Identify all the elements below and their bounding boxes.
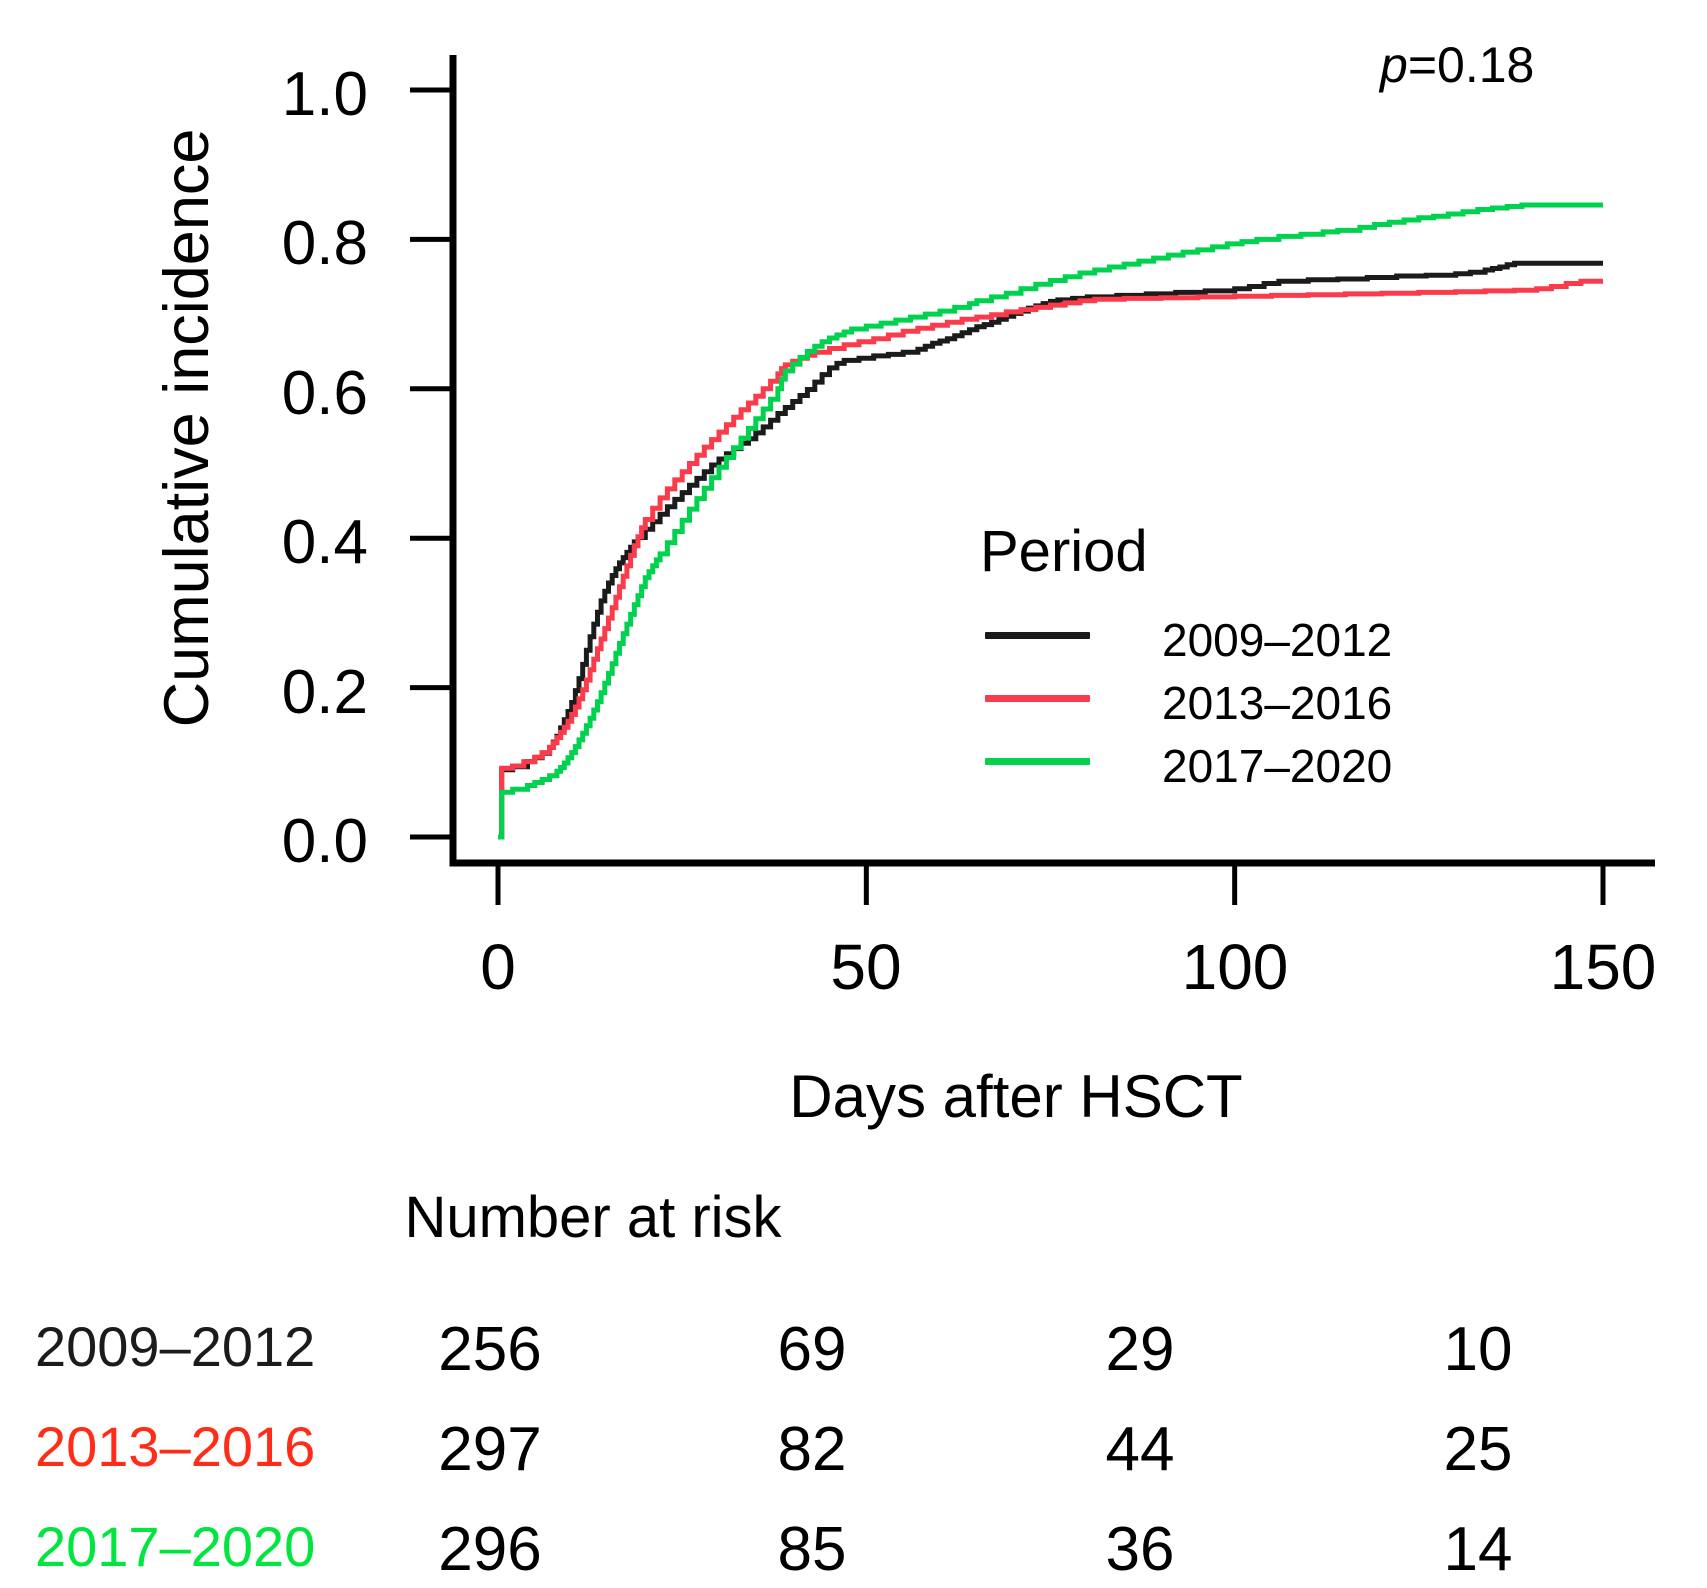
y-axis-title: Cumulative incidence — [152, 128, 222, 728]
legend-line-2017-2020 — [985, 758, 1090, 765]
legend-label-2013-2016: 2013–2016 — [1162, 677, 1393, 729]
risk-row-label-2017-2020: 2017–2020 — [35, 1515, 316, 1578]
legend-label-2017-2020: 2017–2020 — [1162, 740, 1393, 792]
x-tick-label-0: 0 — [480, 931, 516, 1003]
x-tick-label-50: 50 — [830, 931, 902, 1003]
legend-title: Period — [980, 519, 1148, 584]
x-tick-label-100: 100 — [1181, 931, 1289, 1003]
risk-value: 10 — [1443, 1315, 1513, 1384]
risk-value: 256 — [438, 1315, 542, 1384]
legend-line-2013-2016 — [985, 695, 1090, 702]
risk-value: 25 — [1443, 1415, 1513, 1484]
y-tick-label-0.8: 0.8 — [281, 209, 368, 278]
legend-label-2009-2012: 2009–2012 — [1162, 614, 1393, 666]
risk-row-label-2009-2012: 2009–2012 — [35, 1315, 316, 1378]
risk-value: 296 — [438, 1515, 542, 1584]
y-tick-label-0.4: 0.4 — [281, 508, 368, 577]
y-tick-label-1.0: 1.0 — [281, 60, 368, 129]
curve-2013–2016 — [498, 278, 1603, 840]
risk-value: 297 — [438, 1415, 542, 1484]
curve-2009–2012 — [498, 260, 1603, 840]
risk-value: 29 — [1105, 1315, 1175, 1384]
legend-line-2009-2012 — [985, 632, 1090, 639]
x-tick-label-150: 150 — [1549, 931, 1657, 1003]
risk-value: 82 — [777, 1415, 847, 1484]
risk-value: 44 — [1105, 1415, 1175, 1484]
risk-value: 14 — [1443, 1515, 1513, 1584]
curve-2017–2020 — [498, 202, 1603, 840]
p-value-text: =0.18 — [1407, 37, 1535, 93]
risk-value: 69 — [777, 1315, 847, 1384]
risk-row-label-2013-2016: 2013–2016 — [35, 1415, 316, 1478]
p-symbol: p — [1380, 37, 1408, 93]
risk-value: 85 — [777, 1515, 847, 1584]
y-tick-label-0.2: 0.2 — [281, 658, 368, 727]
y-tick-label-0.6: 0.6 — [281, 359, 368, 428]
x-axis-title: Days after HSCT — [789, 1063, 1243, 1130]
risk-table-title: Number at risk — [404, 1185, 782, 1250]
y-tick-label-0.0: 0.0 — [281, 807, 368, 876]
risk-value: 36 — [1105, 1515, 1175, 1584]
p-value-annotation: p=0.18 — [1380, 36, 1534, 94]
